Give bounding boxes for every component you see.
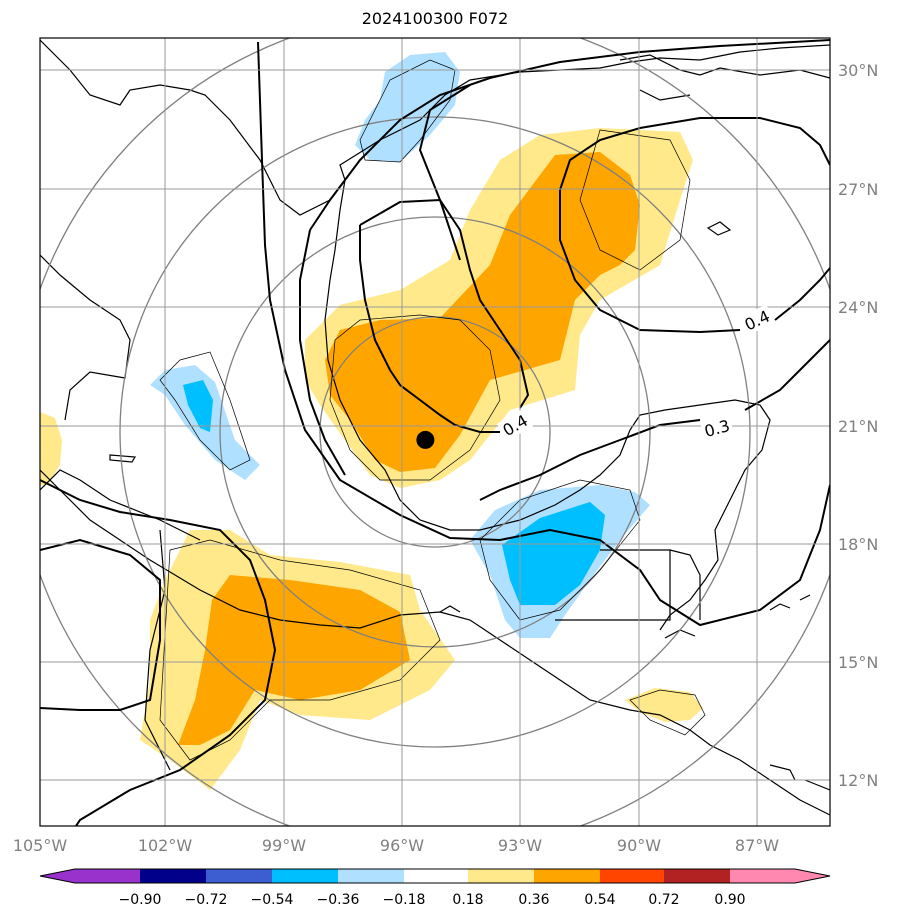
colorbar: −0.90 −0.72 −0.54 −0.36 −0.18 0.18 0.36 … (39, 868, 831, 908)
colorbar-tick: 0.90 (714, 892, 745, 908)
lat-label: 30°N (838, 61, 878, 80)
graticule (40, 38, 830, 826)
colorbar-tick: −0.72 (185, 892, 228, 908)
lon-label: 102°W (138, 836, 193, 855)
lat-label: 15°N (838, 653, 878, 672)
colorbar-segment (664, 869, 730, 883)
colorbar-extend-high (730, 869, 830, 883)
lat-label: 12°N (838, 771, 878, 790)
colorbar-segment (140, 869, 206, 883)
lon-label: 99°W (262, 836, 306, 855)
map-title: 2024100300 F072 (361, 9, 509, 28)
map-frame (39, 37, 831, 827)
colorbar-extend-low (40, 869, 140, 883)
storm-center-marker (416, 430, 435, 449)
lat-label: 18°N (838, 535, 878, 554)
colorbar-segment (404, 869, 468, 883)
lon-label: 93°W (498, 836, 542, 855)
colorbar-tick: −0.90 (119, 892, 162, 908)
lon-label: 90°W (617, 836, 661, 855)
lat-label: 27°N (838, 180, 878, 199)
negative-anomaly-shading (150, 52, 650, 638)
isolines (40, 39, 830, 826)
latitude-labels: 12°N 15°N 18°N 21°N 24°N 27°N 30°N (838, 61, 878, 790)
lat-label: 24°N (838, 298, 878, 317)
colorbar-tick: 0.54 (584, 892, 615, 908)
coastlines (40, 39, 830, 816)
colorbar-tick: 0.72 (648, 892, 679, 908)
colorbar-tick: −0.36 (317, 892, 360, 908)
colorbar-tick: 0.18 (452, 892, 483, 908)
colorbar-segment (468, 869, 534, 883)
lon-label: 105°W (13, 836, 68, 855)
colorbar-segment (534, 869, 600, 883)
colorbar-segment (338, 869, 404, 883)
thin-contours (159, 59, 706, 761)
colorbar-segment (600, 869, 664, 883)
colorbar-segment (272, 869, 338, 883)
lon-label: 96°W (380, 836, 424, 855)
lon-label: 87°W (735, 836, 779, 855)
colorbar-tick: 0.36 (518, 892, 549, 908)
longitude-labels: 105°W 102°W 99°W 96°W 93°W 90°W 87°W (13, 836, 779, 855)
positive-anomaly-shading (40, 128, 703, 790)
colorbar-tick: −0.54 (251, 892, 294, 908)
contour-label-2: 0.3 (702, 416, 732, 441)
colorbar-segment (206, 869, 272, 883)
lat-label: 21°N (838, 417, 878, 436)
map-area (40, 38, 830, 826)
colorbar-tick: −0.18 (383, 892, 426, 908)
